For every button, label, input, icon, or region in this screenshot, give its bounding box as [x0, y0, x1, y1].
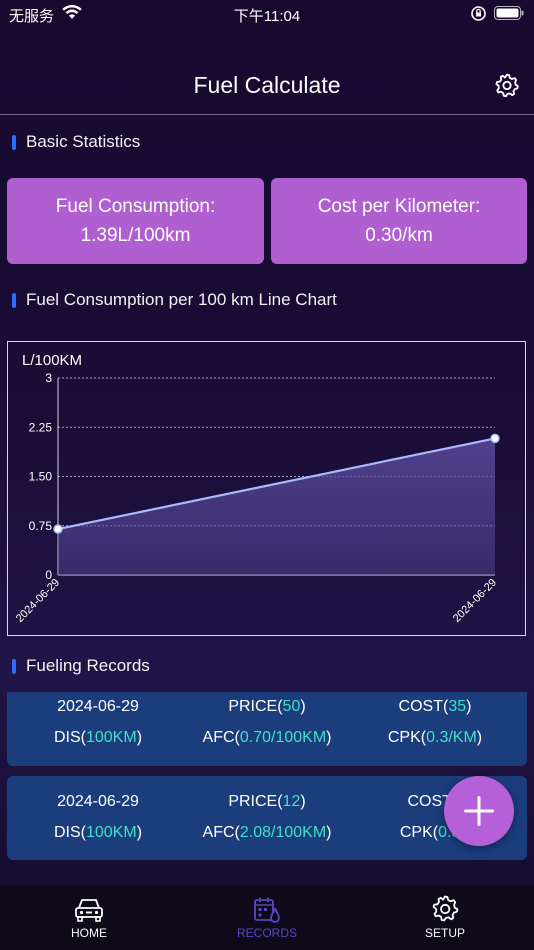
tab-label: SETUP: [424, 926, 465, 940]
y-tick-label: 2.25: [29, 420, 53, 434]
orientation-lock-icon: [471, 6, 486, 21]
y-tick-label: 1.50: [29, 470, 53, 484]
record-cpk: CPK(0.3/KM): [387, 729, 483, 746]
page-title: Fuel Calculate: [193, 72, 341, 98]
record-distance: DIS(100KM): [53, 729, 143, 746]
fuel-consumption-card: Fuel Consumption: 1.39L/100km: [7, 178, 264, 264]
tab-label: RECORDS: [236, 926, 297, 940]
section-title: Fuel Consumption per 100 km Line Chart: [26, 290, 337, 309]
series-line: [57, 437, 496, 531]
series-area: [58, 438, 495, 575]
add-record-button[interactable]: [444, 776, 514, 846]
data-point: [53, 524, 63, 534]
tab-bar: HOME RECORDS SETUP: [0, 885, 534, 950]
record-cost: COST(35): [398, 698, 472, 715]
chart-canvas: L/100KM 0 0.75 1.50 2.25 3 2024-06-29 2024-06-2…: [14, 352, 500, 625]
cost-per-km-label: Cost per Kilometer:: [317, 196, 481, 217]
record-price: PRICE(12): [228, 793, 306, 810]
header-divider: [0, 114, 534, 115]
y-tick-label: 0.75: [29, 519, 53, 533]
tab-records[interactable]: RECORDS: [217, 885, 317, 950]
record-date: 2024-06-29: [57, 698, 139, 715]
battery-icon: [494, 6, 524, 20]
status-bar: 无服务 下午11:04: [0, 0, 534, 28]
section-marker: [12, 659, 16, 674]
y-tick-label: 3: [45, 371, 52, 385]
record-card[interactable]: 2024-06-29 PRICE(12) COST() DIS(100KM) A…: [7, 776, 527, 860]
record-distance: DIS(100KM): [53, 824, 143, 841]
section-title: Fueling Records: [26, 656, 150, 675]
clock: 下午11:04: [233, 8, 301, 25]
tab-label: HOME: [71, 926, 107, 940]
y-axis-label: L/100KM: [22, 352, 82, 369]
line-chart: L/100KM 0 0.75 1.50 2.25 3 2024-06-29 2024-06-2…: [7, 341, 526, 636]
section-marker: [12, 293, 16, 308]
y-tick-label: 0: [45, 568, 52, 582]
record-afc: AFC(2.08/100KM): [202, 824, 332, 841]
x-tick-label: 2024-06-29: [451, 577, 499, 625]
records-icon: [254, 897, 280, 923]
fuel-consumption-label: Fuel Consumption:: [55, 196, 216, 217]
carrier-label: 无服务: [9, 8, 55, 25]
x-tick-label: 2024-06-29: [14, 577, 62, 625]
fuel-consumption-value: 1.39L/100km: [80, 225, 191, 246]
wifi-icon: [62, 4, 82, 19]
record-date: 2024-06-29: [57, 793, 139, 810]
cost-per-km-card: Cost per Kilometer: 0.30/km: [271, 178, 527, 264]
records-list[interactable]: 2024-06-29 PRICE(50) COST(35) DIS(100KM)…: [0, 692, 534, 884]
data-point: [490, 433, 500, 444]
section-title: Basic Statistics: [26, 132, 141, 151]
car-icon: [75, 899, 103, 922]
tab-home[interactable]: HOME: [39, 885, 139, 950]
plus-icon: [464, 796, 494, 826]
record-card[interactable]: 2024-06-29 PRICE(50) COST(35) DIS(100KM)…: [7, 692, 527, 766]
cost-per-km-value: 0.30/km: [365, 225, 433, 246]
gear-icon: [432, 895, 459, 922]
tab-setup[interactable]: SETUP: [395, 885, 495, 950]
section-marker: [12, 135, 16, 150]
record-afc: AFC(0.70/100KM): [202, 729, 332, 746]
record-price: PRICE(50): [228, 698, 306, 715]
settings-gear-icon[interactable]: [494, 72, 520, 98]
